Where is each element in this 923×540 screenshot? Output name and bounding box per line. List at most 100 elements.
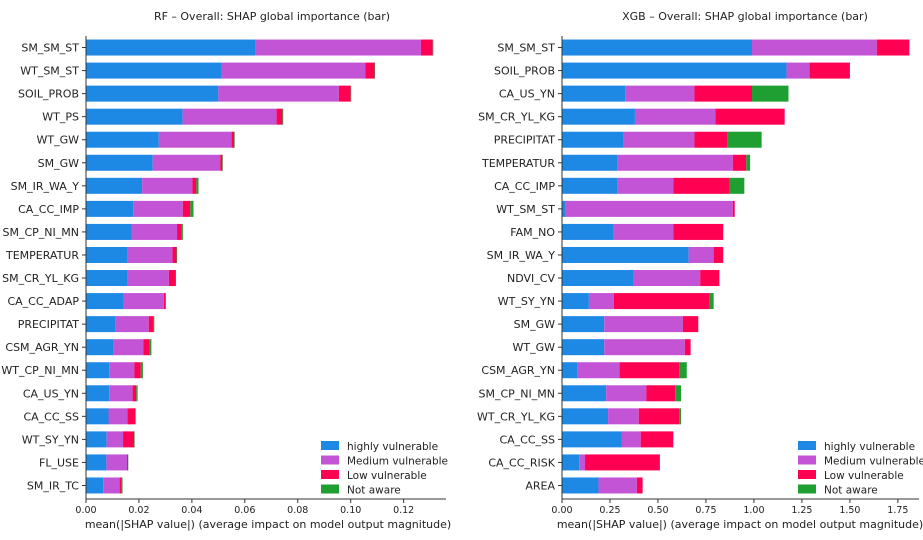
xgb-bar-area-highly-vulnerable [562,477,598,493]
xgb-bar-sm-cr-yl-kg-medium-vulnerable [635,109,716,125]
xgb-bar-soil-prob-medium-vulnerable [787,63,810,79]
rf-bar-ca-cc-adap-medium-vulnerable [124,293,164,309]
xgb-bar-sm-cp-ni-mn-not-aware [675,385,681,401]
rf-ytick-label: WT_SY_YN [22,433,79,446]
rf-xtick-label: 0.12 [393,505,414,516]
rf-bar-soil-prob-low-vulnerable [339,86,351,102]
xgb-legend-swatch [798,470,816,479]
rf-x-axis-label: mean(|SHAP value|) (average impact on mo… [85,518,451,531]
xgb-bar-wt-sy-yn-highly-vulnerable [562,293,589,309]
xgb-bar-soil-prob-low-vulnerable [810,63,850,79]
rf-ytick-label: WT_PS [42,111,79,124]
rf-bar-wt-cp-ni-mn-highly-vulnerable [86,362,109,378]
xgb-bar-ca-cc-risk-highly-vulnerable [562,454,579,470]
xgb-ytick-label: CA_CC_RISK [488,456,555,469]
rf-bar-precipitat-not-aware [153,316,154,332]
xgb-bar-ca-us-yn-low-vulnerable [694,86,752,102]
rf-legend-swatch [321,470,339,479]
rf-ytick-label: SOIL_PROB [18,88,79,101]
rf-bar-temperatur-low-vulnerable [173,247,177,263]
rf-bar-sm-ir-wa-y-low-vulnerable [192,178,196,194]
xgb-xtick-label: 0.00 [551,505,572,516]
rf-bar-ca-cc-ss-highly-vulnerable [86,408,109,424]
rf-bar-wt-ps-not-aware [282,109,283,125]
xgb-bar-ca-us-yn-highly-vulnerable [562,86,625,102]
xgb-bar-temperatur-low-vulnerable [733,155,746,171]
rf-bar-sm-cp-ni-mn-medium-vulnerable [132,224,178,240]
rf-legend-label: Low vulnerable [347,470,427,482]
xgb-bar-sm-gw-highly-vulnerable [562,316,604,332]
xgb-xtick-label: 1.00 [743,505,764,516]
xgb-xtick-label: 0.25 [599,505,620,516]
rf-ytick-label: SM_IR_WA_Y [11,180,80,193]
rf-ytick-label: SM_IR_TC [27,479,79,492]
rf-bar-sm-gw-medium-vulnerable [153,155,221,171]
xgb-ytick-label: SM_IR_WA_Y [487,249,556,262]
xgb-ytick-label: SM_CR_YL_KG [478,111,555,124]
rf-legend-swatch [321,485,339,494]
rf-bar-wt-gw-highly-vulnerable [86,132,159,148]
rf-bar-ca-cc-imp-medium-vulnerable [133,201,183,217]
rf-legend-label: highly vulnerable [347,441,438,453]
rf-bar-sm-cr-yl-kg-highly-vulnerable [86,270,128,286]
xgb-bar-sm-ir-wa-y-highly-vulnerable [562,247,689,263]
rf-bar-wt-cp-ni-mn-low-vulnerable [134,362,140,378]
rf-bar-wt-sm-st-highly-vulnerable [86,63,221,79]
rf-bar-sm-sm-st-low-vulnerable [421,40,433,56]
xgb-xtick-label: 1.25 [791,505,812,516]
xgb-bar-precipitat-medium-vulnerable [623,132,694,148]
rf-bar-sm-ir-tc-low-vulnerable [120,477,122,493]
xgb-ytick-label: NDVI_CV [507,272,555,285]
rf-bar-wt-sy-yn-low-vulnerable [123,431,134,447]
rf-bar-ca-cc-ss-low-vulnerable [128,408,136,424]
rf-bar-temperatur-medium-vulnerable [127,247,173,263]
xgb-x-axis-label: mean(|SHAP value|) (average impact on mo… [557,518,923,531]
rf-bar-ca-cc-adap-not-aware [165,293,166,309]
xgb-bar-temperatur-highly-vulnerable [562,155,618,171]
xgb-ytick-label: CA_US_YN [499,88,555,101]
rf-legend-label: Medium vulnerable [347,456,448,468]
rf-bar-csm-agr-yn-highly-vulnerable [86,339,114,355]
rf-bar-temperatur-not-aware [177,247,178,263]
rf-bar-sm-cr-yl-kg-medium-vulnerable [128,270,169,286]
rf-ytick-label: SM_GW [38,157,79,170]
xgb-ytick-label: CSM_AGR_YN [481,364,555,377]
rf-bar-ca-us-yn-highly-vulnerable [86,385,109,401]
rf-bar-sm-gw-not-aware [222,155,223,171]
xgb-ytick-label: WT_CR_YL_KG [477,410,555,423]
xgb-bar-ca-us-yn-medium-vulnerable [625,86,694,102]
xgb-bar-ca-cc-imp-medium-vulnerable [618,178,674,194]
rf-xtick-label: 0.08 [287,505,308,516]
rf-ytick-label: WT_GW [37,134,80,147]
rf-bar-wt-sm-st-low-vulnerable [365,63,374,79]
rf-bar-soil-prob-medium-vulnerable [218,86,338,102]
xgb-bar-ca-us-yn-not-aware [752,86,788,102]
rf-xtick-label: 0.04 [181,505,202,516]
rf-bar-wt-ps-low-vulnerable [277,109,283,125]
rf-bar-wt-sm-st-medium-vulnerable [221,63,365,79]
xgb-bar-wt-cr-yl-kg-not-aware [679,408,681,424]
rf-bar-wt-ps-highly-vulnerable [86,109,183,125]
xgb-ytick-label: SOIL_PROB [494,65,555,78]
xgb-xtick-label: 1.75 [887,505,908,516]
rf-ytick-label: TEMPERATUR [5,249,79,262]
rf-bar-wt-sy-yn-highly-vulnerable [86,431,107,447]
rf-bar-ca-cc-imp-low-vulnerable [183,201,190,217]
rf-bar-fl-use-medium-vulnerable [106,454,127,470]
rf-bar-sm-cp-ni-mn-low-vulnerable [177,224,182,240]
xgb-xtick-label: 0.50 [647,505,668,516]
xgb-legend-swatch [798,456,816,465]
xgb-bar-sm-cp-ni-mn-low-vulnerable [646,385,675,401]
rf-bar-ca-cc-adap-highly-vulnerable [86,293,124,309]
xgb-bar-ca-cc-ss-medium-vulnerable [622,431,641,447]
xgb-ytick-label: CA_CC_IMP [494,180,555,193]
xgb-bar-wt-cr-yl-kg-low-vulnerable [639,408,679,424]
rf-xtick-label: 0.06 [234,505,255,516]
xgb-legend-label: Low vulnerable [824,470,904,482]
xgb-bar-precipitat-low-vulnerable [694,132,727,148]
xgb-ytick-label: PRECIPITAT [494,134,556,147]
xgb-bar-sm-cp-ni-mn-highly-vulnerable [562,385,606,401]
rf-panel: RF – Overall: SHAP global importance (ba… [1,10,451,531]
